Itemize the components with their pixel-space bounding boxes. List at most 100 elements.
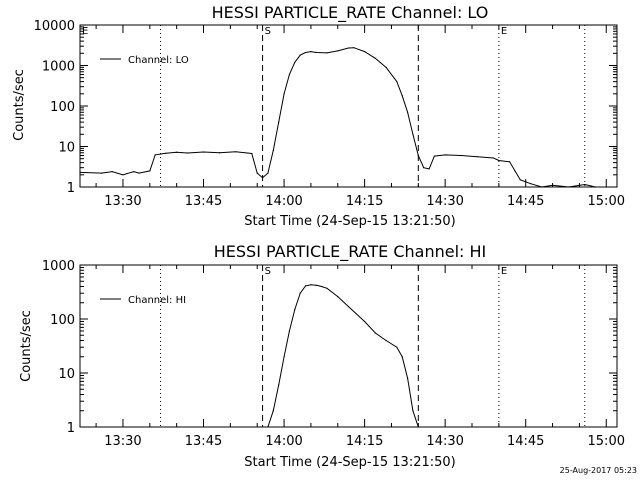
data-point bbox=[294, 61, 296, 63]
x-tick-label: 14:30 bbox=[426, 434, 463, 449]
data-point bbox=[267, 172, 269, 174]
panel-hi-ylabel: Counts/sec bbox=[19, 310, 34, 382]
data-point bbox=[304, 51, 307, 54]
timestamp-stamp: 25-Aug-2017 05:23 bbox=[560, 466, 637, 475]
panel-lo-series bbox=[79, 47, 618, 188]
y-tick-label: 1000 bbox=[42, 60, 75, 75]
y-tick-label: 1 bbox=[67, 421, 75, 436]
data-point bbox=[294, 308, 296, 311]
panel-hi-legend-label: Channel: HI bbox=[128, 295, 186, 306]
data-point bbox=[412, 133, 414, 135]
data-point bbox=[165, 152, 167, 154]
data-point bbox=[315, 51, 317, 54]
data-point bbox=[272, 410, 274, 412]
data-point bbox=[406, 377, 409, 379]
data-point bbox=[594, 186, 597, 188]
data-point bbox=[278, 121, 280, 123]
event-marker-label: S bbox=[265, 266, 271, 277]
data-point bbox=[256, 172, 258, 174]
data-point bbox=[519, 179, 521, 181]
x-tick-label: 15:00 bbox=[588, 194, 625, 209]
x-tick-label: 14:45 bbox=[507, 194, 544, 209]
data-point bbox=[460, 154, 462, 157]
panel-lo-title: HESSI PARTICLE_RATE Channel: LO bbox=[212, 3, 489, 23]
data-point bbox=[202, 151, 205, 153]
data-point bbox=[541, 186, 543, 188]
data-point bbox=[568, 186, 570, 188]
panel-lo-legend-label: Channel: LO bbox=[128, 55, 189, 66]
data-point bbox=[428, 168, 430, 170]
data-point bbox=[138, 172, 140, 174]
data-point bbox=[304, 285, 307, 287]
event-marker-label: E bbox=[501, 26, 507, 37]
data-point bbox=[272, 149, 274, 152]
data-point bbox=[133, 171, 135, 173]
data-point bbox=[347, 47, 350, 49]
data-point bbox=[385, 339, 387, 342]
data-point bbox=[616, 186, 618, 188]
y-tick-label: 10 bbox=[58, 367, 75, 382]
x-tick-label: 13:30 bbox=[104, 434, 141, 449]
data-point bbox=[299, 54, 301, 56]
y-tick-label: 100 bbox=[50, 313, 75, 328]
data-point bbox=[406, 111, 409, 113]
data-point bbox=[417, 426, 419, 428]
event-marker-label: S bbox=[265, 26, 271, 37]
data-point bbox=[154, 154, 156, 156]
y-tick-label: 1 bbox=[67, 181, 75, 196]
panel-lo: HESSI PARTICLE_RATE Channel: LO Start Ti… bbox=[12, 3, 625, 229]
series-line-1 bbox=[79, 47, 617, 188]
x-tick-label: 14:30 bbox=[426, 194, 463, 209]
data-point bbox=[412, 410, 414, 412]
data-point bbox=[288, 330, 291, 332]
data-point bbox=[122, 174, 124, 176]
panel-hi-xlabel: Start Time (24-Sep-15 13:21:50) bbox=[244, 455, 455, 470]
panel-hi-series bbox=[267, 284, 419, 428]
data-point bbox=[267, 426, 269, 428]
event-marker-label: E bbox=[501, 266, 507, 277]
data-point bbox=[251, 152, 253, 155]
data-point bbox=[235, 151, 237, 153]
data-point bbox=[283, 93, 285, 95]
data-point bbox=[423, 167, 425, 169]
data-point bbox=[364, 51, 366, 53]
data-point bbox=[299, 292, 301, 294]
panel-lo-ylabel: Counts/sec bbox=[12, 69, 27, 141]
data-point bbox=[219, 152, 221, 154]
data-point bbox=[509, 161, 511, 163]
series-line-1 bbox=[267, 284, 419, 428]
data-point bbox=[396, 346, 398, 348]
data-point bbox=[476, 156, 478, 158]
data-point bbox=[186, 152, 188, 154]
x-tick-label: 13:45 bbox=[185, 434, 222, 449]
x-tick-label: 14:45 bbox=[507, 434, 544, 449]
data-point bbox=[584, 183, 586, 186]
y-tick-label: 10000 bbox=[34, 19, 75, 34]
data-point bbox=[364, 320, 366, 323]
y-tick-label: 1000 bbox=[42, 259, 75, 274]
panel-hi-legend: Channel: HI bbox=[100, 295, 186, 306]
data-point bbox=[288, 73, 291, 76]
data-point bbox=[605, 186, 607, 188]
panel-lo-xlabel: Start Time (24-Sep-15 13:21:50) bbox=[244, 214, 455, 229]
event-marker-label: E bbox=[82, 26, 88, 37]
data-point bbox=[261, 177, 264, 179]
data-point bbox=[310, 284, 312, 286]
data-point bbox=[347, 305, 350, 308]
panel-hi: HESSI PARTICLE_RATE Channel: HI Start Ti… bbox=[19, 242, 625, 470]
x-tick-label: 14:15 bbox=[346, 434, 383, 449]
data-point bbox=[278, 384, 280, 386]
panel-lo-ticks: 13:30 13:45 14:00 14:15 14:30 14:45 15:00 1 10 10… bbox=[34, 19, 625, 209]
panel-hi-ticks: 13:30 13:45 14:00 14:15 14:30 14:45 15:00 1 10 10… bbox=[42, 259, 625, 449]
data-point bbox=[149, 170, 151, 172]
data-point bbox=[111, 171, 113, 173]
data-point bbox=[315, 284, 317, 286]
data-point bbox=[283, 356, 285, 358]
y-tick-label: 10 bbox=[58, 141, 75, 156]
data-point bbox=[337, 295, 339, 298]
data-point bbox=[100, 172, 103, 174]
data-point bbox=[401, 95, 403, 97]
data-point bbox=[492, 157, 495, 159]
data-point bbox=[401, 356, 403, 358]
